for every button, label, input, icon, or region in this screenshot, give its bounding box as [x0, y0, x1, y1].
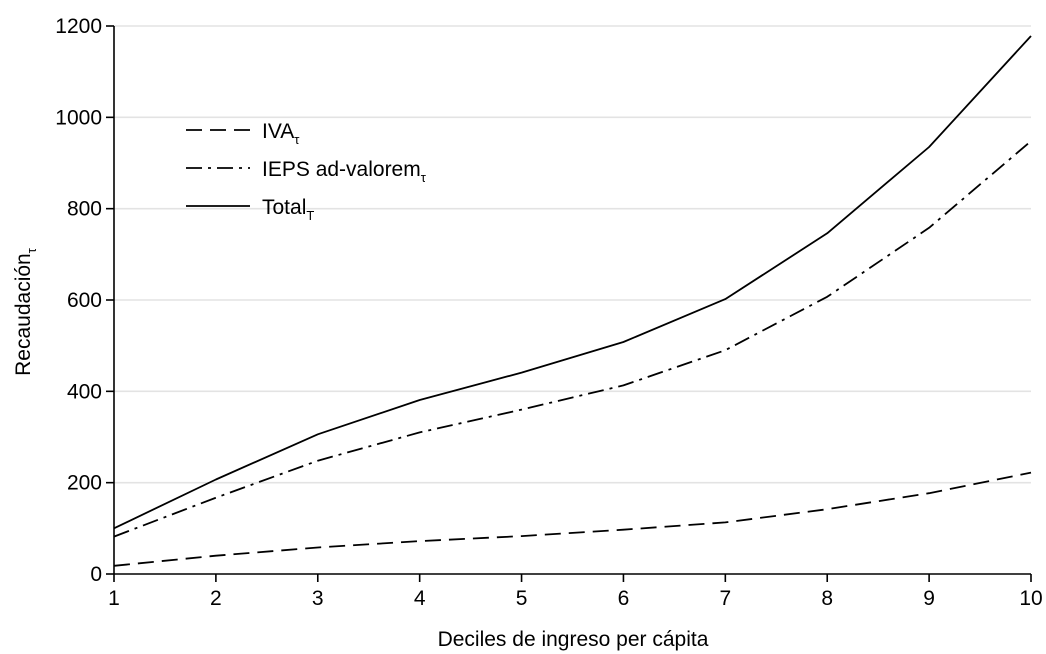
x-tick-label: 3 — [312, 587, 324, 610]
x-axis-title: Deciles de ingreso per cápita — [438, 628, 709, 651]
legend-label-main: IVA — [262, 120, 294, 143]
y-tick-label: 1000 — [55, 106, 102, 129]
y-tick-label: 1200 — [55, 15, 102, 38]
y-tick-label: 0 — [90, 563, 102, 586]
x-tick-label: 5 — [516, 587, 528, 610]
x-tick-label: 1 — [108, 587, 120, 610]
legend-label-sub: T — [306, 208, 314, 223]
x-tick-label: 8 — [821, 587, 833, 610]
legend-label-main: IEPS ad-valorem — [262, 158, 421, 181]
x-tick-label: 2 — [210, 587, 222, 610]
y-tick-label: 200 — [67, 472, 102, 495]
gridlines — [114, 25, 1031, 484]
axes: 0 200 400 600 800 1000 1200 1 2 3 4 5 6 7 8 9 10 — [55, 15, 1042, 610]
y-tick-label: 400 — [67, 380, 102, 403]
legend-label: IEPS ad-valoremτ — [262, 158, 427, 185]
x-tick-label: 4 — [414, 587, 426, 610]
x-tick-label: 6 — [618, 587, 630, 610]
series-line-ieps-ad-valorem — [113, 140, 1032, 538]
y-axis-title-sub: τ — [24, 247, 39, 253]
y-axis-title-main: Recaudación — [12, 253, 35, 376]
x-tick-label: 7 — [719, 587, 731, 610]
x-tick-label: 10 — [1019, 587, 1042, 610]
y-tick-label: 800 — [67, 198, 102, 221]
legend-label: TotalT — [262, 196, 314, 223]
legend-label-sub: τ — [421, 170, 427, 185]
y-axis-title: Recaudaciónτ — [12, 247, 39, 376]
series-line-total — [113, 35, 1032, 530]
legend-label-sub: τ — [294, 132, 300, 147]
series-lines — [113, 35, 1032, 567]
series-line-iva — [113, 471, 1032, 567]
legend-label: IVAτ — [262, 120, 300, 147]
x-tick-label: 9 — [923, 587, 935, 610]
y-tick-label: 600 — [67, 289, 102, 312]
legend-label-main: Total — [262, 196, 306, 219]
